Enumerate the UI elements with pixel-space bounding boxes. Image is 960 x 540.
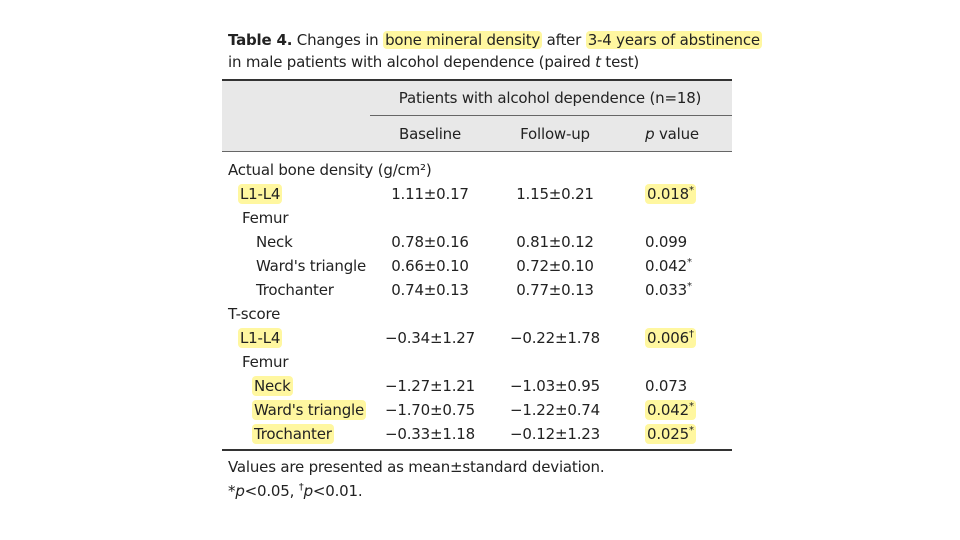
text-segment: after (542, 31, 586, 49)
p-value: 0.073 (645, 377, 687, 395)
baseline-cell: −0.34±1.27 (385, 329, 475, 347)
group-rule (370, 115, 732, 116)
text-segment: † (298, 482, 304, 493)
title-line: Table 4. Changes in bone mineral density… (228, 30, 762, 50)
baseline-cell: 0.66±0.10 (391, 257, 469, 275)
p-value: 0.042 (645, 257, 687, 275)
significance-mark: * (688, 185, 694, 196)
p-value: 0.099 (645, 233, 687, 251)
p-value: 0.025 (647, 425, 689, 443)
text-segment: in male patients with alcohol dependence… (228, 53, 596, 71)
p-value-cell: 0.018* (645, 184, 696, 204)
p-value-cell: 0.006† (645, 328, 696, 348)
significance-mark: * (686, 281, 692, 292)
p-value-cell: 0.042* (645, 256, 692, 276)
baseline-cell: 0.78±0.16 (391, 233, 469, 251)
followup-cell: 1.15±0.21 (516, 185, 594, 203)
row-label: L1-L4 (238, 184, 283, 204)
text-segment: t (595, 53, 601, 71)
title-line: in male patients with alcohol dependence… (228, 52, 639, 72)
text-segment: p (235, 482, 245, 500)
row-label: T-score (228, 305, 281, 323)
significance-mark: * (686, 257, 692, 268)
text-segment: p (303, 482, 314, 500)
followup-cell: 0.81±0.12 (516, 233, 594, 251)
text-segment: Table 4. (228, 31, 293, 49)
followup-cell: 0.72±0.10 (516, 257, 594, 275)
followup-cell: −0.22±1.78 (510, 329, 600, 347)
header-rule (222, 151, 732, 152)
footnote: Values are presented as mean±standard de… (228, 458, 605, 476)
baseline-cell: 0.74±0.13 (391, 281, 469, 299)
followup-cell: 0.77±0.13 (516, 281, 594, 299)
p-value-cell: 0.042* (645, 400, 696, 420)
text-segment: Changes in (292, 31, 384, 49)
significance-mark: † (688, 329, 694, 340)
row-label: Trochanter (252, 424, 334, 444)
baseline-cell: 1.11±0.17 (391, 185, 469, 203)
top-rule (222, 79, 732, 81)
row-label: Femur (242, 209, 289, 227)
row-label: L1-L4 (238, 328, 283, 348)
p-value: 0.006 (647, 329, 689, 347)
significance-mark: * (688, 425, 694, 436)
followup-cell: −0.12±1.23 (510, 425, 600, 443)
text-segment: 3-4 years of abstinence (585, 31, 762, 49)
text-segment: <0.05, (244, 482, 299, 500)
p-value-cell: 0.033* (645, 280, 692, 300)
header-band (222, 80, 732, 152)
followup-cell: −1.03±0.95 (510, 377, 600, 395)
text-segment: * (228, 482, 236, 500)
column-header: Follow-up (520, 125, 590, 143)
footnote: *p<0.05, †p<0.01. (228, 481, 363, 501)
row-label: Neck (256, 233, 293, 251)
row-label: Trochanter (256, 281, 334, 299)
significance-mark: * (688, 401, 694, 412)
bottom-rule (222, 449, 732, 451)
row-label: Femur (242, 353, 289, 371)
followup-cell: −1.22±0.74 (510, 401, 600, 419)
text-segment: <0.01. (312, 482, 363, 500)
p-value: 0.033 (645, 281, 687, 299)
p-value: 0.018 (647, 185, 689, 203)
p-value: 0.042 (647, 401, 689, 419)
p-value-cell: 0.099 (645, 232, 687, 252)
group-header: Patients with alcohol dependence (n=18) (398, 89, 702, 107)
row-label: Actual bone density (g/cm²) (228, 161, 432, 179)
row-label: Neck (252, 376, 293, 396)
text-segment: test) (600, 53, 640, 71)
column-header: Baseline (399, 125, 461, 143)
baseline-cell: −0.33±1.18 (385, 425, 475, 443)
text-segment: bone mineral density (383, 31, 543, 49)
p-value-cell: 0.025* (645, 424, 696, 444)
baseline-cell: −1.27±1.21 (385, 377, 475, 395)
column-header: p value (645, 125, 699, 143)
row-label: Ward's triangle (256, 257, 367, 275)
row-label: Ward's triangle (252, 400, 367, 420)
p-value-cell: 0.073 (645, 376, 687, 396)
baseline-cell: −1.70±0.75 (385, 401, 475, 419)
